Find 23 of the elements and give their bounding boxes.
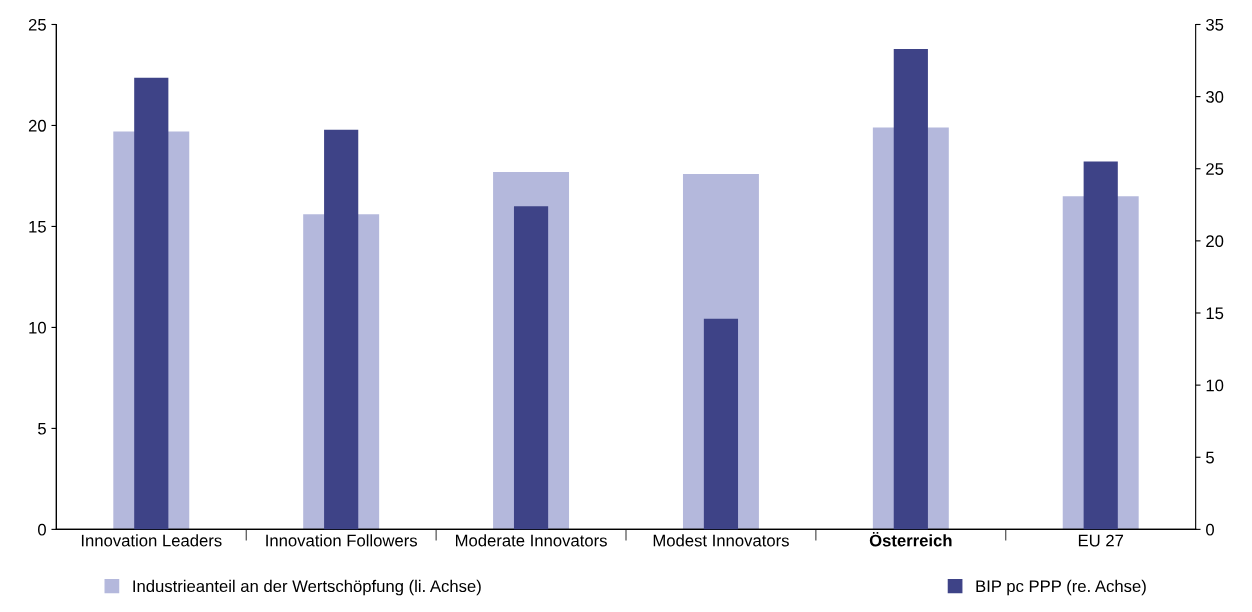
y2-tick-label: 35 <box>1206 18 1224 31</box>
y2-tick-label: 25 <box>1206 163 1224 175</box>
x-tick-label: Innovation Leaders <box>81 534 222 547</box>
y2-tick-label: 5 <box>1206 451 1214 464</box>
x-tick-label: Moderate Innovators <box>456 534 607 547</box>
y2-tick-label: 15 <box>1206 307 1224 320</box>
y2-tick-label: 20 <box>1206 235 1224 248</box>
legend-label: BIP pc PPP (re. Achse) <box>976 579 1146 596</box>
x-tick-label: Österreich <box>869 532 952 547</box>
y-tick-label: 0 <box>38 523 46 536</box>
y2-tick-label: 30 <box>1206 91 1224 103</box>
legend-label: Industrieanteil an der Wertschöpfung (li. Achse) <box>133 579 481 596</box>
y-tick-label: 10 <box>29 321 46 334</box>
x-tick-label: Innovation Followers <box>266 534 417 547</box>
y-tick-label: 15 <box>29 221 46 233</box>
bar <box>703 318 739 530</box>
y-tick-label: 5 <box>38 422 46 435</box>
y-tick-label: 25 <box>28 18 46 31</box>
y2-tick-label: 0 <box>1206 523 1214 536</box>
x-tick-label: EU 27 <box>1078 534 1124 547</box>
x-tick-label: Modest Innovators <box>653 534 789 547</box>
y-tick-label: 20 <box>28 119 46 132</box>
y2-tick-label: 10 <box>1206 379 1224 392</box>
